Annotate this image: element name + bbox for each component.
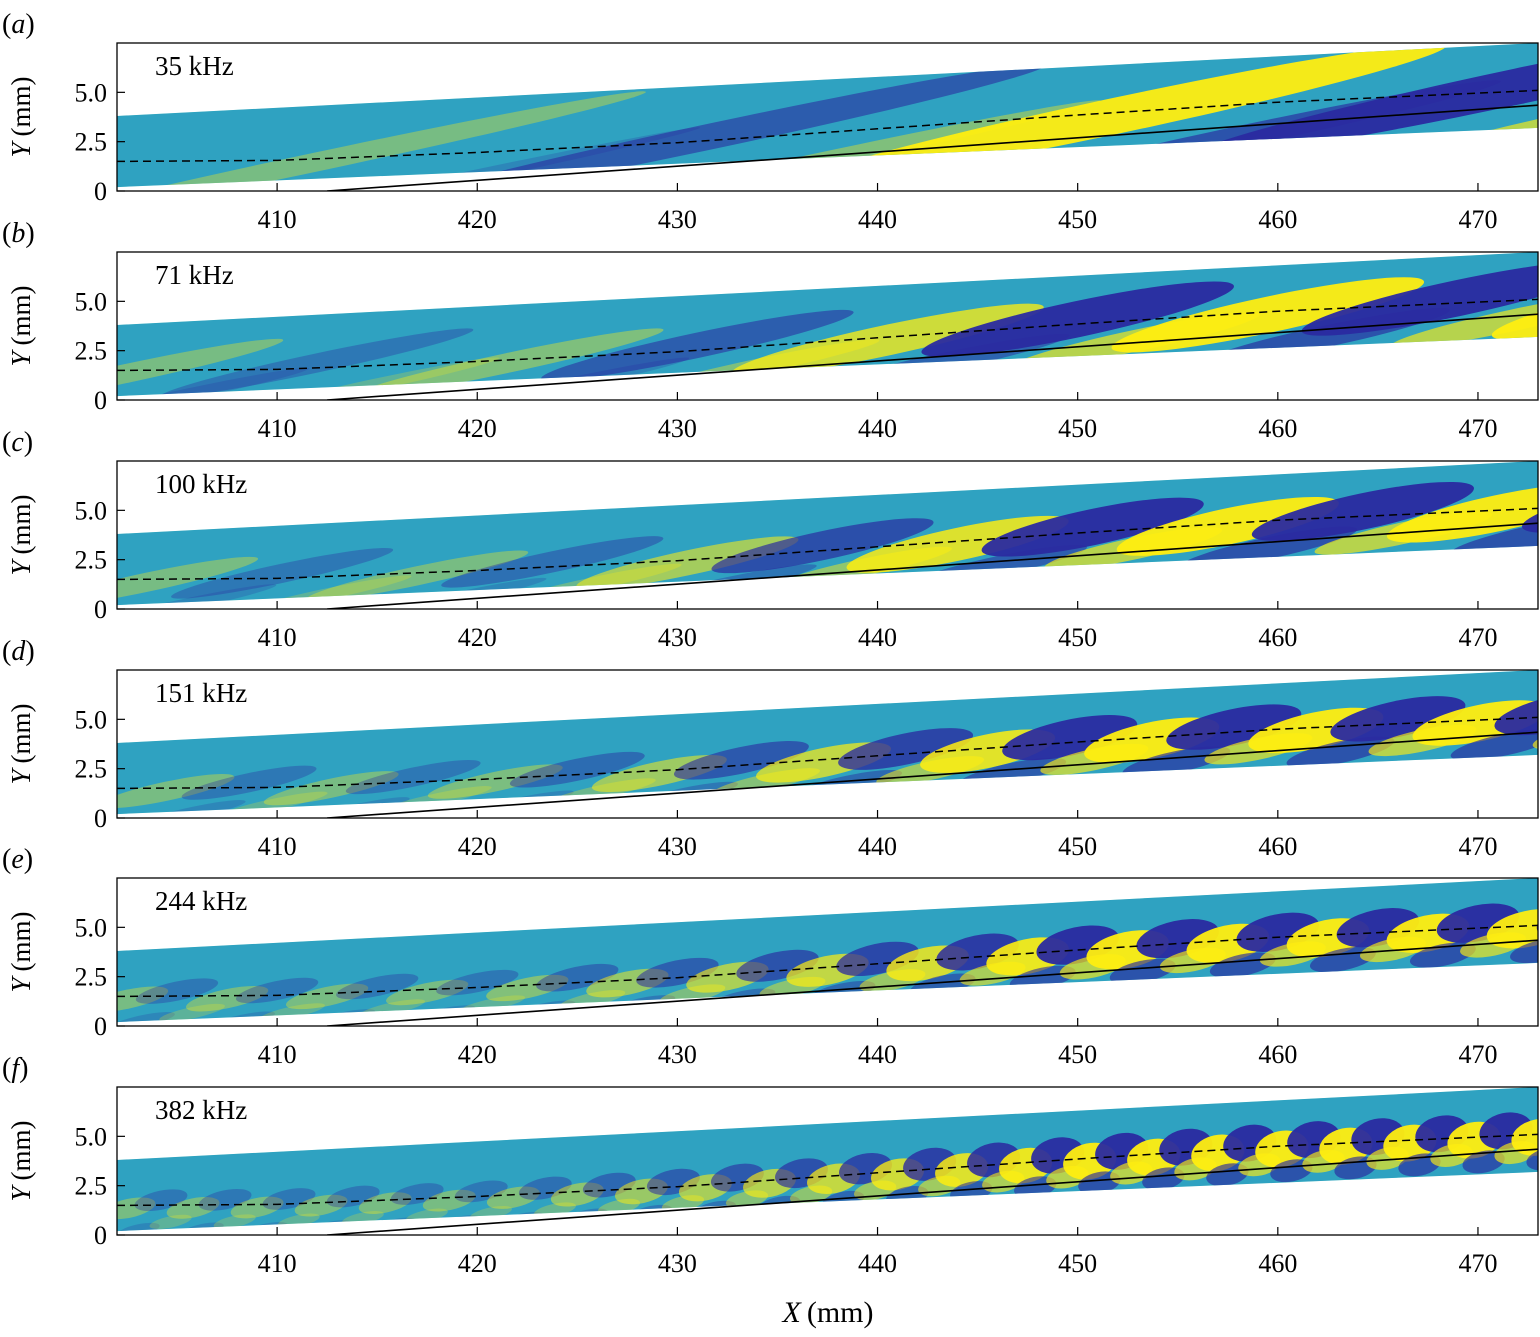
- y-axis-title: Y(mm): [6, 285, 36, 366]
- y-tick-label: 0: [94, 386, 107, 415]
- y-tick-label: 0: [94, 595, 107, 624]
- y-tick-label: 2.5: [75, 963, 108, 992]
- y-tick-label: 0: [94, 804, 107, 833]
- y-axis-title: Y(mm): [6, 76, 36, 157]
- x-tick-label: 430: [658, 414, 697, 443]
- panel-d: 0 2.5 5.0 410 420 430 440 450 460 470 Y(mm) (d) 151 …: [2, 636, 1540, 861]
- x-tick-label: 420: [458, 623, 497, 652]
- y-axis-title: Y(mm): [6, 1120, 36, 1201]
- x-tick-label: 430: [658, 832, 697, 861]
- wave-pattern: [0, 0, 1540, 245]
- x-tick-label: 470: [1458, 1249, 1497, 1278]
- x-tick-label: 460: [1258, 205, 1297, 234]
- wave-pattern: [98, 670, 1540, 830]
- plot-area: [34, 461, 1540, 628]
- panel-letter: (f): [2, 1053, 28, 1084]
- x-tick-label: 460: [1258, 623, 1297, 652]
- x-tick-label: 410: [258, 1040, 297, 1069]
- x-tick-label: 420: [458, 1040, 497, 1069]
- y-tick-label: 0: [94, 1012, 107, 1041]
- x-tick-label: 450: [1058, 1249, 1097, 1278]
- x-tick-label: 470: [1458, 414, 1497, 443]
- x-tick-label: 470: [1458, 1040, 1497, 1069]
- x-tick-label: 430: [658, 205, 697, 234]
- plot-area: [101, 1087, 1540, 1240]
- frequency-label: 151 kHz: [155, 678, 247, 708]
- x-tick-label: 440: [858, 414, 897, 443]
- x-tick-label: 440: [858, 623, 897, 652]
- y-axis-title: Y(mm): [6, 911, 36, 992]
- x-tick-label: 420: [458, 205, 497, 234]
- x-tick-label: 410: [258, 1249, 297, 1278]
- x-tick-label: 440: [858, 832, 897, 861]
- y-tick-label: 2.5: [75, 1172, 108, 1201]
- panel-letter: (a): [2, 9, 35, 40]
- x-tick-label: 420: [458, 832, 497, 861]
- x-tick-label: 410: [258, 205, 297, 234]
- plot-area: [84, 878, 1540, 1034]
- y-tick-label: 0: [94, 177, 107, 206]
- y-axis-title: Y(mm): [6, 703, 36, 784]
- x-tick-label: 440: [858, 205, 897, 234]
- x-tick-label: 430: [658, 1249, 697, 1278]
- x-tick-label: 440: [858, 1040, 897, 1069]
- frequency-label: 71 kHz: [155, 260, 234, 290]
- x-tick-label: 450: [1058, 205, 1097, 234]
- x-tick-label: 410: [258, 623, 297, 652]
- x-tick-label: 460: [1258, 832, 1297, 861]
- frequency-label: 100 kHz: [155, 469, 247, 499]
- frequency-label: 35 kHz: [155, 51, 234, 81]
- y-tick-label: 2.5: [75, 128, 108, 157]
- x-tick-label: 450: [1058, 623, 1097, 652]
- y-tick-label: 5.0: [75, 705, 108, 734]
- x-tick-label: 430: [658, 623, 697, 652]
- x-tick-label: 410: [258, 414, 297, 443]
- y-tick-label: 0: [94, 1221, 107, 1250]
- x-tick-label: 470: [1458, 205, 1497, 234]
- x-tick-label: 460: [1258, 1249, 1297, 1278]
- x-tick-label: 430: [658, 1040, 697, 1069]
- panel-letter: (c): [2, 427, 33, 458]
- x-tick-label: 410: [258, 832, 297, 861]
- x-tick-label: 460: [1258, 414, 1297, 443]
- x-tick-label: 420: [458, 1249, 497, 1278]
- wave-pattern: [34, 461, 1540, 628]
- y-axis-title: Y(mm): [6, 494, 36, 575]
- plot-area: [0, 0, 1540, 245]
- y-tick-label: 2.5: [75, 337, 108, 366]
- frequency-label: 382 kHz: [155, 1095, 247, 1125]
- x-tick-label: 440: [858, 1249, 897, 1278]
- x-tick-label: 460: [1258, 1040, 1297, 1069]
- panel-letter: (d): [2, 636, 35, 667]
- x-tick-label: 450: [1058, 414, 1097, 443]
- y-tick-label: 5.0: [75, 287, 108, 316]
- panel-e: 0 2.5 5.0 410 420 430 440 450 460 470 Y(mm) (e) 244 …: [2, 844, 1540, 1069]
- x-tick-label: 450: [1058, 832, 1097, 861]
- x-tick-label: 470: [1458, 623, 1497, 652]
- x-tick-label: 470: [1458, 832, 1497, 861]
- panel-a: 0 2.5 5.0 410 420 430 440 450 460 470 Y(mm) (a) 35 k…: [0, 0, 1540, 245]
- x-axis-title: X(mm): [782, 1296, 874, 1329]
- panel-letter: (b): [2, 218, 35, 249]
- x-tick-label: 450: [1058, 1040, 1097, 1069]
- y-tick-label: 2.5: [75, 546, 108, 575]
- panel-letter: (e): [2, 844, 33, 875]
- y-tick-label: 5.0: [75, 1122, 108, 1151]
- plot-area: [98, 670, 1540, 830]
- panel-f: 0 2.5 5.0 410 420 430 440 450 460 470 Y(mm) (f) 382 …: [2, 1053, 1540, 1278]
- x-tick-label: 420: [458, 414, 497, 443]
- y-tick-label: 5.0: [75, 496, 108, 525]
- frequency-label: 244 kHz: [155, 886, 247, 916]
- y-tick-label: 2.5: [75, 755, 108, 784]
- panel-b: 0 2.5 5.0 410 420 430 440 450 460 470 Y(mm) (b) 71 k…: [0, 218, 1540, 443]
- y-tick-label: 5.0: [75, 78, 108, 107]
- y-tick-label: 5.0: [75, 913, 108, 942]
- panel-c: 0 2.5 5.0 410 420 430 440 450 460 470 Y(mm) (c) 100 …: [2, 427, 1540, 652]
